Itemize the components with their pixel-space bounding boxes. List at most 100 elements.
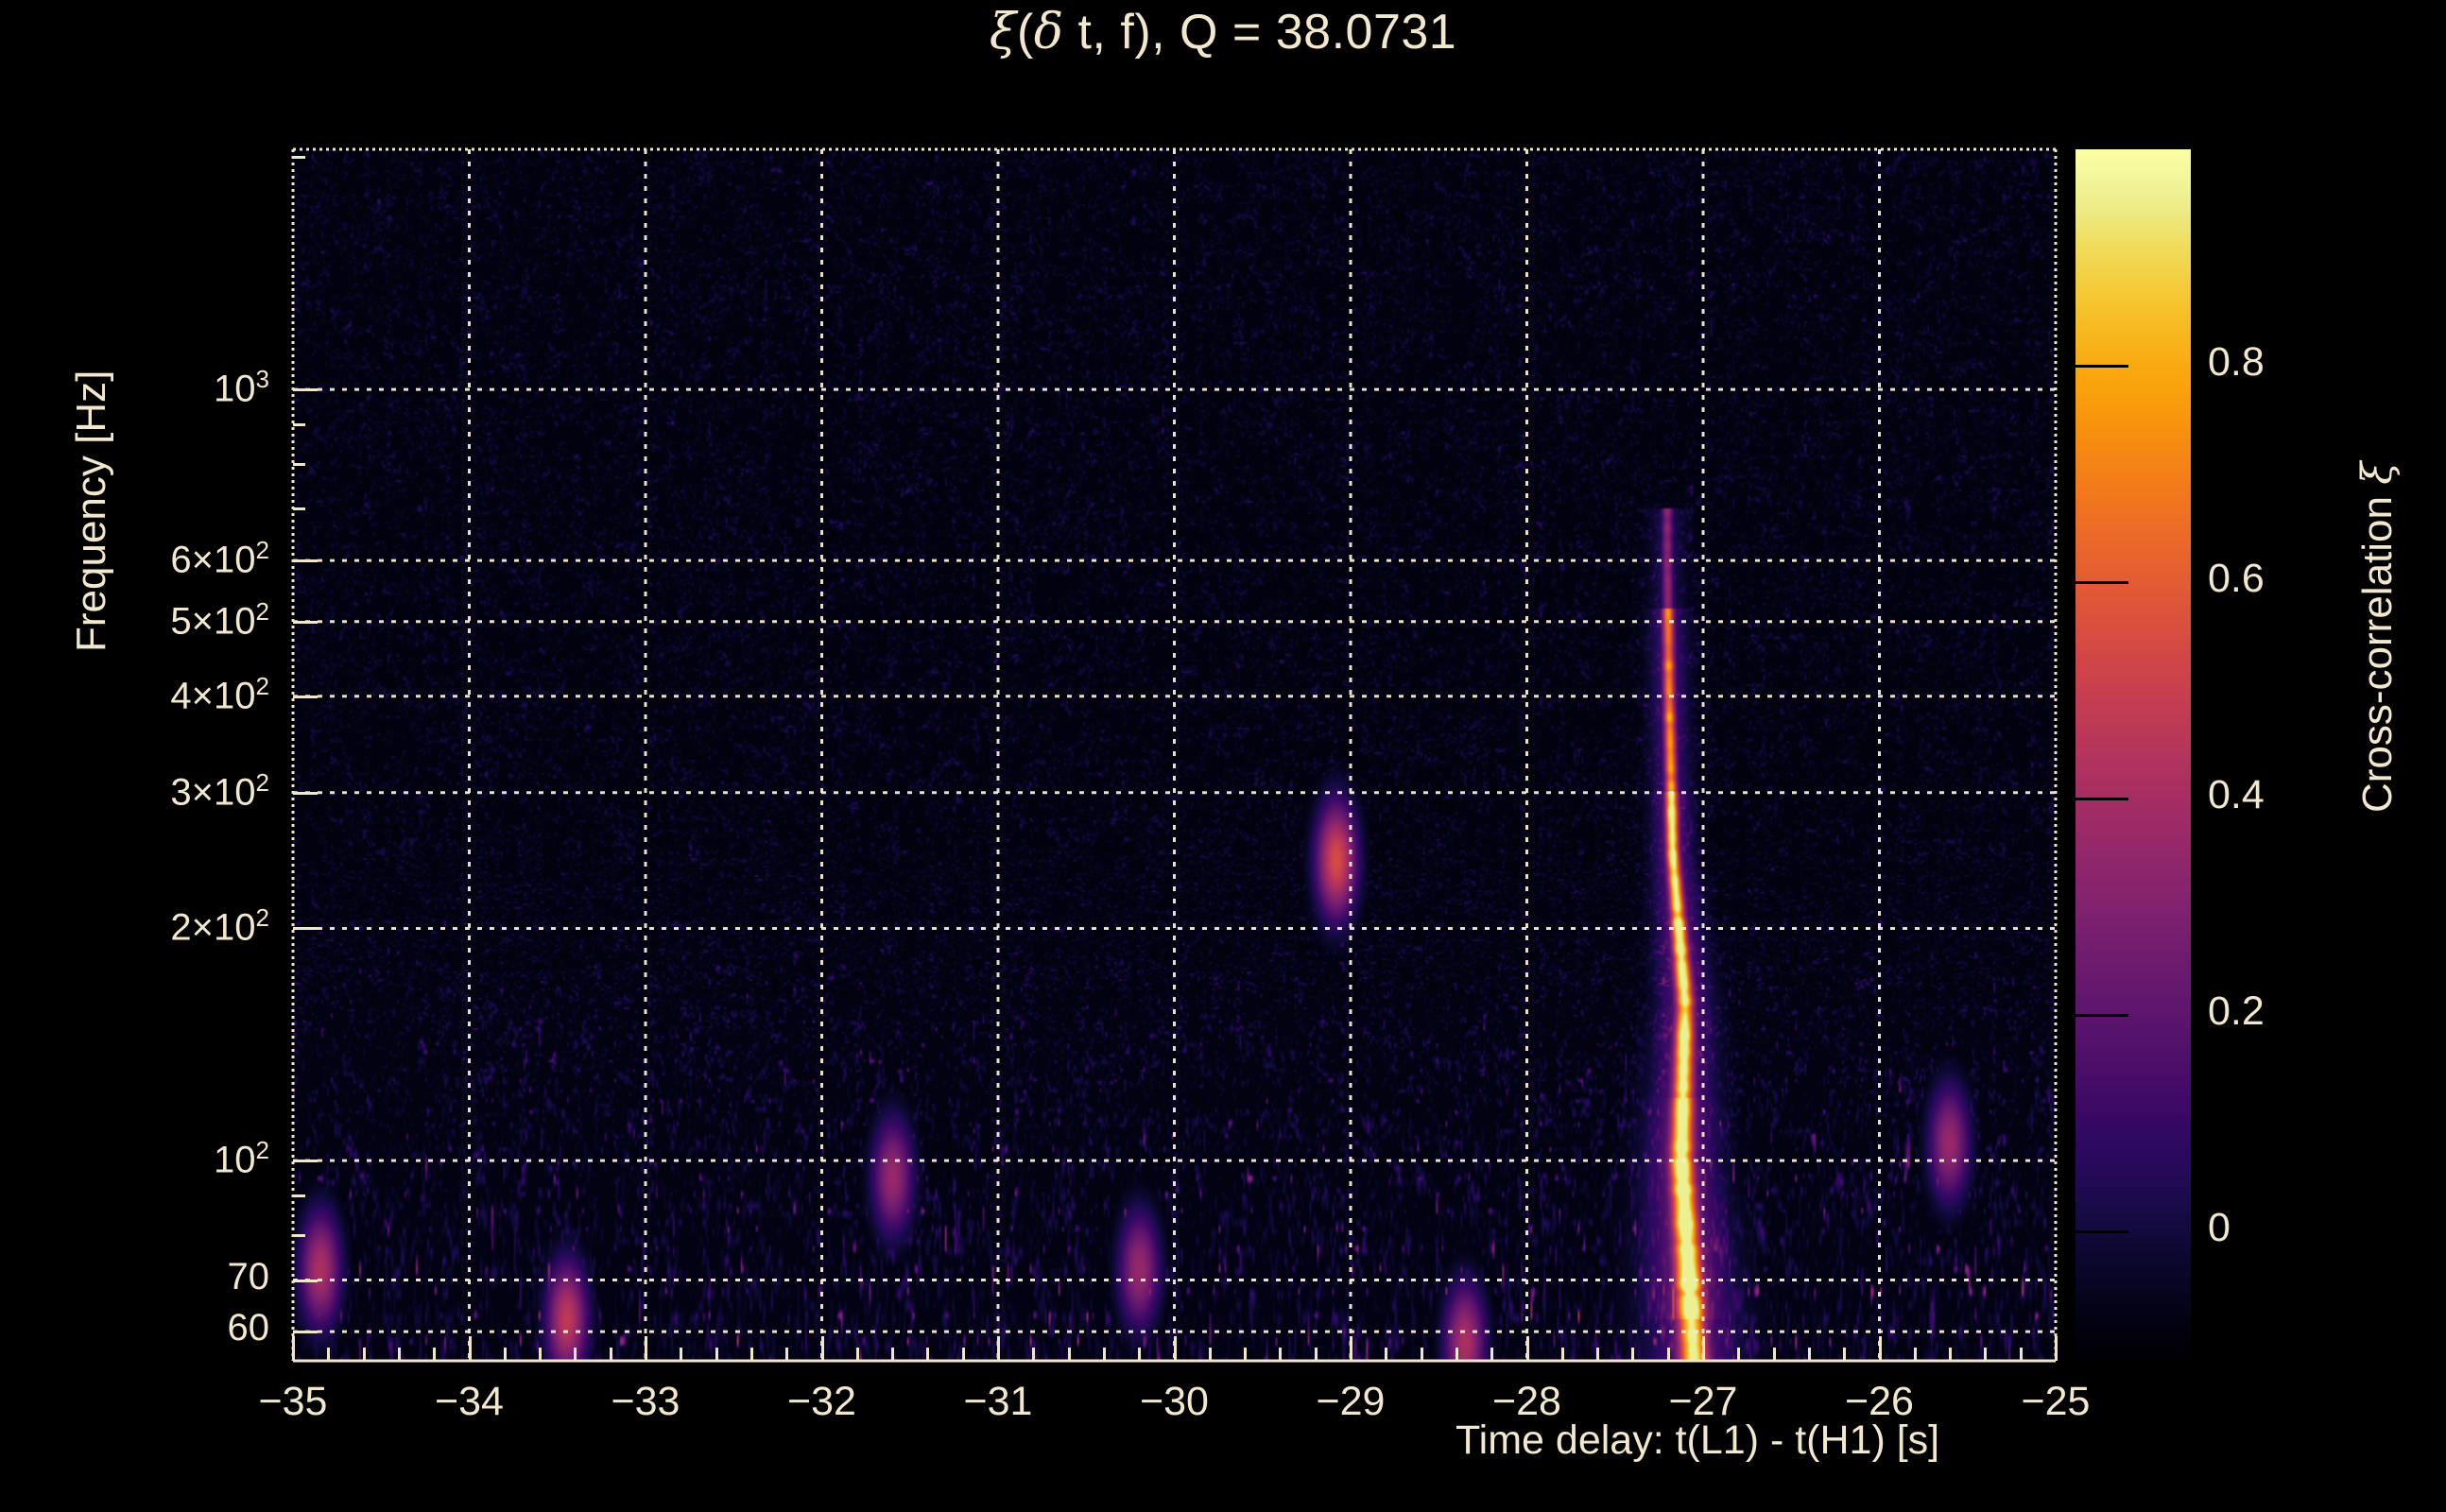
x-minor-tick bbox=[1984, 1348, 1988, 1361]
page-title: ξ(δ t, f), Q = 38.0731 bbox=[989, 4, 1457, 60]
colorbar-tick-label: 0.2 bbox=[2208, 988, 2265, 1034]
x-minor-tick bbox=[1807, 1348, 1811, 1361]
y-minor-tick bbox=[293, 1194, 305, 1198]
y-minor-tick bbox=[293, 463, 305, 467]
colorbar-tick-label: 0.4 bbox=[2208, 771, 2265, 817]
y-minor-tick bbox=[293, 1160, 305, 1163]
y-minor-tick bbox=[293, 695, 305, 698]
x-minor-tick bbox=[1102, 1348, 1106, 1361]
x-minor-tick bbox=[1843, 1348, 1847, 1361]
x-minor-tick bbox=[1666, 1348, 1670, 1361]
x-minor-tick bbox=[1350, 1348, 1352, 1361]
x-minor-tick bbox=[1385, 1348, 1388, 1361]
x-minor-tick bbox=[1596, 1348, 1600, 1361]
y-minor-tick bbox=[293, 388, 305, 392]
x-tick-label: −26 bbox=[1845, 1379, 1914, 1424]
x-minor-tick bbox=[468, 1348, 472, 1361]
x-tick-label: −34 bbox=[435, 1379, 504, 1424]
y-tick-label: 103 bbox=[214, 365, 269, 410]
x-tick-label: −27 bbox=[1668, 1379, 1738, 1424]
y-major-tick bbox=[293, 559, 318, 563]
y-major-tick bbox=[293, 1279, 318, 1282]
x-minor-tick bbox=[1314, 1348, 1318, 1361]
x-minor-tick bbox=[327, 1348, 331, 1361]
x-axis-title: Time delay: t(L1) - t(H1) [s] bbox=[1456, 1418, 1940, 1463]
x-minor-tick bbox=[1138, 1348, 1142, 1361]
x-minor-tick bbox=[820, 1348, 824, 1361]
x-minor-tick bbox=[1208, 1348, 1212, 1361]
y-major-tick bbox=[293, 695, 318, 698]
y-major-tick bbox=[293, 620, 318, 624]
y-tick-label: 6×102 bbox=[170, 536, 269, 581]
x-minor-tick bbox=[645, 1348, 647, 1361]
x-major-tick bbox=[2055, 1336, 2058, 1361]
colorbar-gradient bbox=[2076, 149, 2191, 1361]
y-minor-tick bbox=[293, 156, 305, 160]
colorbar-tick-label: 0.8 bbox=[2208, 338, 2265, 385]
x-minor-tick bbox=[2019, 1348, 2023, 1361]
x-minor-tick bbox=[609, 1348, 612, 1361]
y-tick-label: 4×102 bbox=[170, 671, 269, 717]
colorbar-tick bbox=[2076, 364, 2128, 368]
x-minor-tick bbox=[1949, 1348, 1953, 1361]
x-minor-tick bbox=[1878, 1348, 1882, 1361]
x-tick-label: −28 bbox=[1492, 1379, 1561, 1424]
x-tick-label: −30 bbox=[1140, 1379, 1209, 1424]
x-minor-tick bbox=[1737, 1348, 1741, 1361]
x-minor-tick bbox=[1525, 1348, 1529, 1361]
x-minor-tick bbox=[715, 1348, 718, 1361]
y-major-tick bbox=[293, 927, 318, 931]
colorbar bbox=[2076, 149, 2191, 1361]
y-minor-tick bbox=[293, 620, 305, 624]
y-minor-tick bbox=[293, 1279, 305, 1282]
x-minor-tick bbox=[1067, 1348, 1071, 1361]
y-tick-label: 3×102 bbox=[170, 767, 269, 814]
x-minor-tick bbox=[539, 1348, 543, 1361]
x-minor-tick bbox=[1490, 1348, 1494, 1361]
colorbar-tick bbox=[2076, 580, 2128, 584]
colorbar-tick-label: 0 bbox=[2208, 1204, 2231, 1250]
x-minor-tick bbox=[961, 1348, 965, 1361]
y-minor-tick bbox=[293, 423, 305, 427]
y-minor-tick bbox=[293, 927, 305, 931]
colorbar-tick bbox=[2076, 1229, 2128, 1233]
colorbar-title: Cross-correlation ξ bbox=[2353, 461, 2402, 813]
x-minor-tick bbox=[1455, 1348, 1458, 1361]
x-minor-tick bbox=[1702, 1348, 1705, 1361]
y-minor-tick bbox=[293, 559, 305, 563]
x-tick-label: −31 bbox=[963, 1379, 1033, 1424]
y-major-tick bbox=[293, 791, 318, 795]
colorbar-tick bbox=[2076, 1013, 2128, 1017]
y-tick-label: 2×102 bbox=[170, 903, 269, 949]
x-minor-tick bbox=[855, 1348, 859, 1361]
y-major-tick bbox=[293, 1160, 318, 1163]
y-minor-tick bbox=[293, 507, 305, 511]
y-tick-label: 60 bbox=[227, 1307, 270, 1349]
x-minor-tick bbox=[680, 1348, 683, 1361]
colorbar-tick-label: 0.6 bbox=[2208, 555, 2265, 601]
x-minor-tick bbox=[1032, 1348, 1036, 1361]
y-major-tick bbox=[293, 1331, 318, 1334]
x-minor-tick bbox=[574, 1348, 577, 1361]
x-minor-tick bbox=[1631, 1348, 1635, 1361]
colorbar-tick bbox=[2076, 797, 2128, 800]
x-minor-tick bbox=[1772, 1348, 1776, 1361]
x-minor-tick bbox=[1279, 1348, 1283, 1361]
y-tick-label: 70 bbox=[227, 1255, 270, 1297]
x-major-tick bbox=[292, 1336, 295, 1361]
x-minor-tick bbox=[891, 1348, 895, 1361]
x-minor-tick bbox=[362, 1348, 366, 1361]
y-minor-tick bbox=[293, 1331, 305, 1334]
heatmap-plot-area bbox=[293, 149, 2056, 1361]
x-minor-tick bbox=[1244, 1348, 1248, 1361]
x-tick-label: −33 bbox=[611, 1379, 680, 1424]
x-tick-label: −29 bbox=[1316, 1379, 1386, 1424]
x-tick-label: −35 bbox=[258, 1379, 328, 1424]
x-minor-tick bbox=[997, 1348, 1000, 1361]
x-minor-tick bbox=[926, 1348, 930, 1361]
x-minor-tick bbox=[1420, 1348, 1423, 1361]
x-minor-tick bbox=[433, 1348, 437, 1361]
x-minor-tick bbox=[1173, 1348, 1177, 1361]
x-minor-tick bbox=[749, 1348, 753, 1361]
x-minor-tick bbox=[503, 1348, 507, 1361]
